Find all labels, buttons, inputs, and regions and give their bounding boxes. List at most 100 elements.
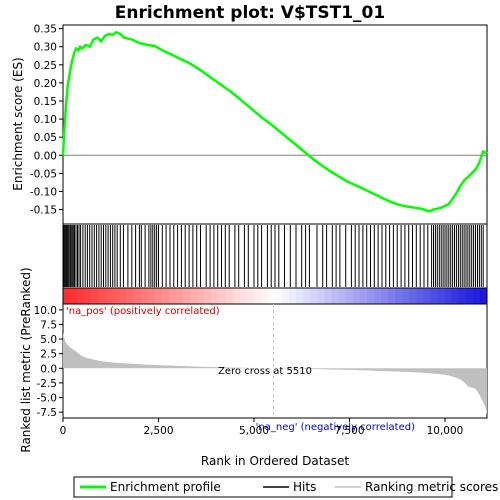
x-tick-label: 10,000 [427, 425, 464, 437]
color-bar-segment [388, 288, 396, 304]
color-bar-segment [366, 288, 375, 304]
color-bar-segment [84, 288, 92, 304]
color-bar-segment [416, 288, 424, 304]
color-bar-segment [232, 288, 241, 304]
color-bar-segment [352, 288, 361, 304]
color-bar-segment [317, 288, 325, 304]
chart-title: Enrichment plot: V$TST1_01 [115, 3, 385, 23]
legend-metric-label: Ranking metric scores [365, 480, 498, 494]
color-bar-segment [197, 288, 205, 304]
es-y-tick-label: 0.15 [34, 96, 57, 108]
metric-y-tick-label: -5.0 [37, 393, 58, 405]
color-bar-segment [70, 288, 78, 304]
color-bar-segment [126, 288, 135, 304]
color-bar-segment [239, 288, 248, 304]
es-y-tick-label: 0.35 [34, 24, 57, 36]
color-bar-segment [451, 288, 460, 304]
legend: Enrichment profile Hits Ranking metric s… [73, 476, 498, 498]
color-bar-segment [105, 288, 113, 304]
neg-correlated-label: 'na_neg' (negatively correlated) [256, 422, 415, 433]
x-tick-label: 7,500 [334, 425, 364, 437]
color-bar-segment [444, 288, 453, 304]
x-axis-label: Rank in Ordered Dataset [201, 454, 349, 468]
color-bar-segment [63, 288, 71, 304]
x-tick-label: 5,000 [239, 425, 269, 437]
color-bar-segment [373, 288, 382, 304]
color-bar-segment [98, 288, 106, 304]
metric-y-label: Ranked list metric (PreRanked) [19, 267, 33, 452]
metric-y-tick-label: -7.5 [37, 407, 58, 419]
metric-y-tick-label: 0.0 [40, 363, 57, 375]
color-bar-segment [77, 288, 85, 304]
color-bar-segment [345, 288, 354, 304]
es-panel-frame [62, 24, 488, 225]
es-y-tick-label: 0.10 [34, 114, 57, 126]
x-axis: 0 2,500 5,000 7,500 10,000 [60, 418, 464, 437]
color-bar-segment [91, 288, 99, 304]
es-y-label: Enrichment score (ES) [11, 57, 25, 190]
pos-correlated-label: 'na_pos' (positively correlated) [66, 306, 220, 317]
color-bar-segment [267, 288, 276, 304]
metric-panel: 10.0 7.5 5.0 2.5 0.0 -2.5 -5.0 -7.5 'na_pos' (p… [19, 267, 488, 453]
color-bar-segment [218, 288, 227, 304]
es-y-axis: 0.35 0.30 0.25 0.20 0.15 0.10 0.05 0.00 -0.05 -0.… [30, 24, 63, 217]
color-bar-segment [430, 288, 439, 304]
es-y-tick-label: -0.15 [30, 205, 57, 217]
x-tick-label: 0 [60, 425, 67, 437]
x-tick-label: 2,500 [143, 425, 173, 437]
es-y-tick-label: 0.00 [34, 150, 57, 162]
metric-y-tick-label: 5.0 [40, 334, 57, 346]
metric-panel-frame [62, 303, 488, 419]
color-bar-segment [359, 288, 368, 304]
color-bar-segment [289, 288, 297, 304]
color-bar-segment [324, 288, 333, 304]
legend-hits-label: Hits [293, 480, 316, 494]
hits-panel [62, 223, 488, 289]
es-y-tick-label: 0.25 [34, 60, 57, 72]
color-bar-segment [395, 288, 403, 304]
color-bar-segment [140, 288, 149, 304]
color-bar-segment [246, 288, 255, 304]
color-bar-segment [303, 288, 311, 304]
color-bar-segment [479, 288, 488, 304]
color-bar-segment [183, 288, 191, 304]
color-bar-segment [133, 288, 142, 304]
metric-y-tick-label: -2.5 [37, 378, 58, 390]
es-panel: 0.35 0.30 0.25 0.20 0.15 0.10 0.05 0.00 -0.05 -0.… [11, 24, 488, 225]
color-bar-segment [331, 288, 340, 304]
metric-y-tick-label: 10.0 [34, 305, 57, 317]
es-y-tick-label: 0.20 [34, 78, 57, 90]
color-bar-segment [260, 288, 269, 304]
color-bar-segment [296, 288, 304, 304]
color-bar-segment [112, 288, 121, 304]
es-y-tick-label: -0.05 [30, 168, 57, 180]
hit-markers [63, 225, 484, 287]
metric-y-tick-label: 7.5 [40, 319, 57, 331]
enrichment-profile-line [61, 30, 488, 213]
color-bar-segment [161, 288, 170, 304]
color-bar-segment [458, 288, 467, 304]
color-bar-segment [253, 288, 262, 304]
metric-y-tick-label: 2.5 [40, 349, 57, 361]
zero-cross-label: Zero cross at 5510 [218, 366, 312, 377]
color-bar-segment [204, 288, 212, 304]
es-y-tick-label: 0.30 [34, 42, 57, 54]
metric-y-axis: 10.0 7.5 5.0 2.5 0.0 -2.5 -5.0 -7.5 [34, 305, 63, 419]
es-y-tick-label: -0.10 [30, 186, 57, 198]
color-bar-segment [154, 288, 163, 304]
color-bar-segment [409, 288, 417, 304]
color-bar-segment [282, 288, 290, 304]
color-bar-segment [176, 288, 184, 304]
rank-color-bar [62, 287, 488, 305]
color-bar-segment [465, 288, 474, 304]
color-bar-segment [381, 288, 389, 304]
color-bar-segment [423, 288, 431, 304]
color-bar-segment [119, 288, 128, 304]
color-bar-segment [169, 288, 177, 304]
legend-profile-label: Enrichment profile [110, 480, 221, 494]
color-bar-segment [472, 288, 481, 304]
es-y-tick-label: 0.05 [34, 132, 57, 144]
color-bar-segment [211, 288, 219, 304]
color-bar-segment [310, 288, 318, 304]
